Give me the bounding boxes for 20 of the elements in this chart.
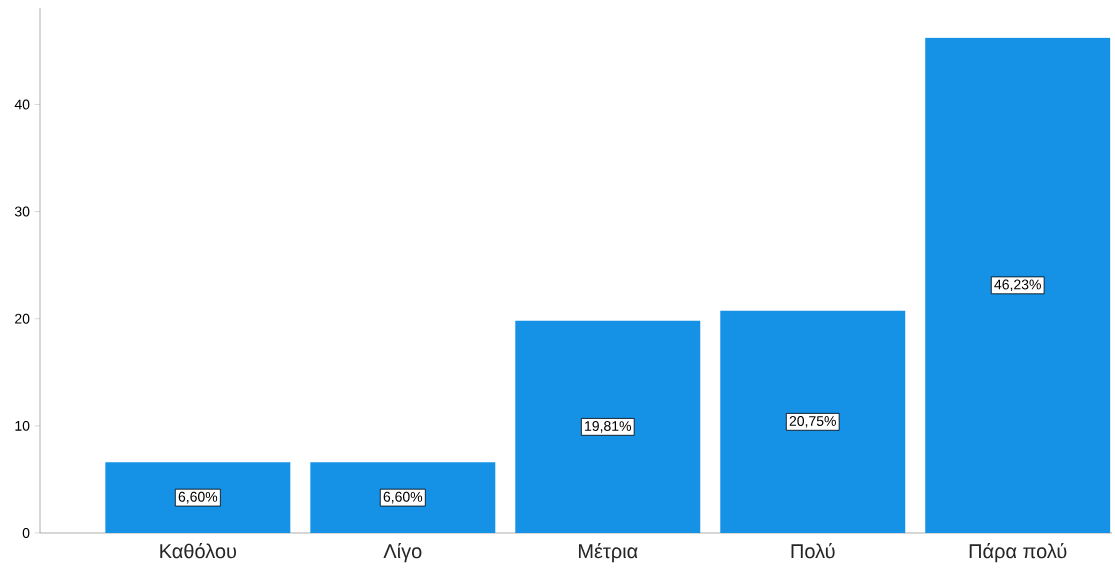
x-tick-label: Πάρα πολύ bbox=[969, 543, 1067, 563]
data-label: 19,81% bbox=[585, 421, 631, 433]
data-label: 20,75% bbox=[789, 416, 836, 428]
x-tick-label: Καθόλου bbox=[160, 543, 237, 559]
y-tick-label: 30 bbox=[14, 206, 30, 217]
x-tick-label: Μέτρια bbox=[578, 543, 638, 563]
data-label: 6,60% bbox=[178, 491, 218, 504]
data-label: 46,23% bbox=[994, 279, 1041, 292]
y-tick-label: 40 bbox=[14, 99, 30, 110]
bar bbox=[925, 37, 1111, 533]
bar bbox=[310, 462, 496, 533]
y-tick-label: 0 bbox=[22, 528, 30, 538]
y-tick-label: 20 bbox=[15, 313, 30, 324]
x-tick-label: Λίγο bbox=[383, 543, 422, 563]
bar bbox=[105, 462, 291, 533]
x-tick-label: Πολύ bbox=[791, 543, 835, 559]
bar bbox=[720, 310, 906, 533]
bar bbox=[515, 320, 701, 533]
y-tick-label: 10 bbox=[15, 420, 30, 431]
data-label: 6,60% bbox=[383, 491, 423, 504]
